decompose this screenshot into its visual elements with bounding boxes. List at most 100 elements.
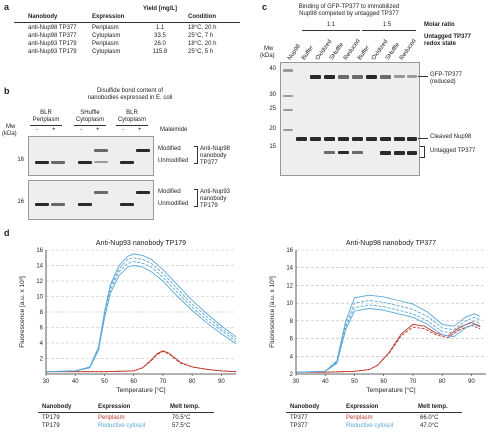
band xyxy=(324,75,335,79)
melt-left-r2-exp: Reductive cytosol xyxy=(98,423,146,429)
series-line-3 xyxy=(295,294,481,373)
table-cell: 18°C, 20 h xyxy=(188,25,217,31)
gel-b-title-2: nanobodies expressed in E. coli xyxy=(87,95,173,101)
right-label-bottom-3: TP179 xyxy=(200,203,218,209)
group-label-3: BLR xyxy=(126,110,138,116)
y-tick-label: 12 xyxy=(286,283,293,289)
redox-label-2: redox state xyxy=(424,41,457,47)
plus-2: + xyxy=(96,127,100,133)
y-tick-label: 14 xyxy=(286,266,293,272)
melt-right-r1-melt: 66.0°C xyxy=(420,415,439,421)
right-label-top: Anti-Nup98 nanobody TP377 xyxy=(200,146,230,167)
melt-left-h1: Nanobody xyxy=(42,404,72,410)
table-cell: 1.1 xyxy=(155,25,165,31)
panel-c-label: c xyxy=(262,2,268,12)
table-cell: anti-Nup98 TP377 xyxy=(28,33,77,39)
band xyxy=(94,149,108,152)
gfp-pointer xyxy=(418,76,428,77)
table-cell: Periplasm xyxy=(92,25,119,31)
y-tick-label: 6 xyxy=(290,337,294,343)
chart-title: Anti-Nup93 nanobody TP179 xyxy=(96,240,186,247)
melt-chart-tp179: Anti-Nup93 nanobody TP179 2 4 6 8 10 12 14 16 30 4… xyxy=(19,240,237,394)
series-line-2 xyxy=(296,324,481,373)
x-tick-label: 50 xyxy=(351,379,358,385)
band xyxy=(407,75,417,78)
gel-b-title-1: Disulfide bond content of xyxy=(96,88,164,94)
table-cell: anti-Nup98 TP377 xyxy=(28,25,77,31)
group-rule-3 xyxy=(116,125,148,126)
mw-marker-c: 40 xyxy=(269,66,276,72)
band xyxy=(338,151,349,154)
group-label-2-sub: Cytoplasm xyxy=(75,117,105,123)
mw-unit-c: (kDa) xyxy=(260,53,275,59)
band xyxy=(136,191,150,194)
mw-marker-c: 30 xyxy=(269,92,276,98)
series-line-6 xyxy=(45,265,237,373)
minus-3: - xyxy=(122,127,124,133)
series-line-6 xyxy=(295,308,481,373)
melt-right-h1: Nanobody xyxy=(290,404,320,410)
band xyxy=(35,203,49,206)
group-label-1-sub: Periplasm xyxy=(32,117,60,123)
bracket-top xyxy=(194,146,198,164)
x-tick-label: 80 xyxy=(189,379,196,385)
melt-right-rule xyxy=(286,412,462,413)
band xyxy=(283,69,293,72)
band xyxy=(394,75,405,78)
mw-marker-b-bottom: 16 xyxy=(17,199,24,205)
gfp-band-label: GFP-TP377 xyxy=(430,72,463,78)
y-axis-label: Fluorescence [a.u. x 10³] xyxy=(19,276,26,348)
plus-3: + xyxy=(138,127,142,133)
x-tick-label: 30 xyxy=(43,379,50,385)
y-tick-label: 2 xyxy=(290,372,294,378)
y-tick-label: 8 xyxy=(290,319,294,325)
panel-b-label: b xyxy=(4,86,10,96)
band xyxy=(120,203,134,206)
series-line-2 xyxy=(46,351,237,373)
band xyxy=(94,191,108,194)
ratio-2-label: 1:5 xyxy=(382,22,392,28)
x-tick-label: 80 xyxy=(439,379,446,385)
right-label-top-2: nanobody xyxy=(200,153,227,159)
y-tick-label: 10 xyxy=(36,295,43,301)
y-tick-label: 16 xyxy=(286,248,293,254)
melt-chart-tp377: Anti-Nup98 nanobody TP377 2 4 6 8 10 12 14 16 30 4… xyxy=(269,240,486,394)
band xyxy=(78,203,92,206)
band xyxy=(352,151,363,154)
series-line-3 xyxy=(45,253,237,373)
gel-b-bottom xyxy=(28,180,154,220)
melt-right-h3: Melt temp. xyxy=(418,404,448,410)
melt-left-r1-exp: Periplasm xyxy=(98,415,125,421)
group-label-1: BLR xyxy=(40,110,52,116)
ratio-1-label: 1:1 xyxy=(326,22,336,28)
melt-left-r1-nb: TP179 xyxy=(42,415,60,421)
nup98-pointer xyxy=(418,138,428,139)
band xyxy=(283,95,293,97)
band xyxy=(51,203,65,206)
gel-b-top xyxy=(28,136,154,176)
modified-label-top: Modified xyxy=(158,146,181,152)
table-cell: Periplasm xyxy=(92,41,119,47)
maleimide-label: Maleimide xyxy=(160,127,188,133)
col-header-yield: Yield [mg/L] xyxy=(142,6,178,12)
band xyxy=(366,75,377,79)
lane-label: Nup98 xyxy=(287,43,303,62)
x-tick-label: 30 xyxy=(293,379,300,385)
y-tick-label: 2 xyxy=(40,357,44,363)
plus-1: + xyxy=(52,127,56,133)
melt-left-rule xyxy=(38,412,214,413)
panel-a-label: a xyxy=(4,2,10,12)
band xyxy=(407,151,417,155)
mw-marker-b-top: 16 xyxy=(17,157,24,163)
y-tick-label: 12 xyxy=(36,279,43,285)
melt-right-r2-melt: 47.0°C xyxy=(420,423,439,429)
gfp-band-label-2: (reduced) xyxy=(430,79,456,85)
melt-left-r2-melt: 57.5°C xyxy=(172,423,191,429)
gel-c xyxy=(280,62,420,176)
band xyxy=(120,161,134,164)
x-tick-label: 60 xyxy=(130,379,137,385)
band xyxy=(324,137,335,141)
band xyxy=(394,151,405,155)
band xyxy=(283,129,293,131)
minus-2: - xyxy=(80,127,82,133)
